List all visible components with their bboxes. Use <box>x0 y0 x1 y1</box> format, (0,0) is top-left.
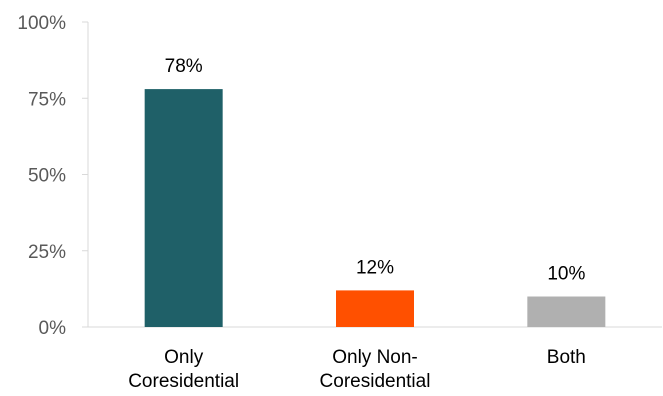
category-labels: Only Coresidential Only Non- Coresidential B… <box>128 347 586 392</box>
x-tick-label-line: Coresidential <box>320 371 431 392</box>
y-tick-label: 75% <box>28 89 66 110</box>
data-label: 10% <box>547 264 585 285</box>
bar <box>527 296 606 327</box>
x-tick-label: Only Coresidential <box>128 347 239 392</box>
x-tick-label-line: Only <box>164 347 204 368</box>
y-tick-label: 0% <box>39 318 67 339</box>
bar <box>144 89 223 327</box>
y-axis: 0% 25% 50% 75% 100% <box>17 13 89 339</box>
x-tick-label: Only Non- Coresidential <box>320 347 431 392</box>
x-tick-label: Both <box>547 347 586 368</box>
y-tick-label: 50% <box>28 166 66 187</box>
x-tick-label-line: Only Non- <box>332 347 418 368</box>
x-tick-label-line: Coresidential <box>128 371 239 392</box>
bar <box>336 290 414 327</box>
x-tick-label-line: Both <box>547 347 586 368</box>
y-tick-label: 25% <box>28 242 66 263</box>
y-tick-label: 100% <box>17 13 66 34</box>
data-labels: 78% 12% 10% <box>165 56 586 284</box>
data-label: 78% <box>165 56 203 77</box>
data-label: 12% <box>356 257 394 278</box>
bars <box>144 89 606 327</box>
